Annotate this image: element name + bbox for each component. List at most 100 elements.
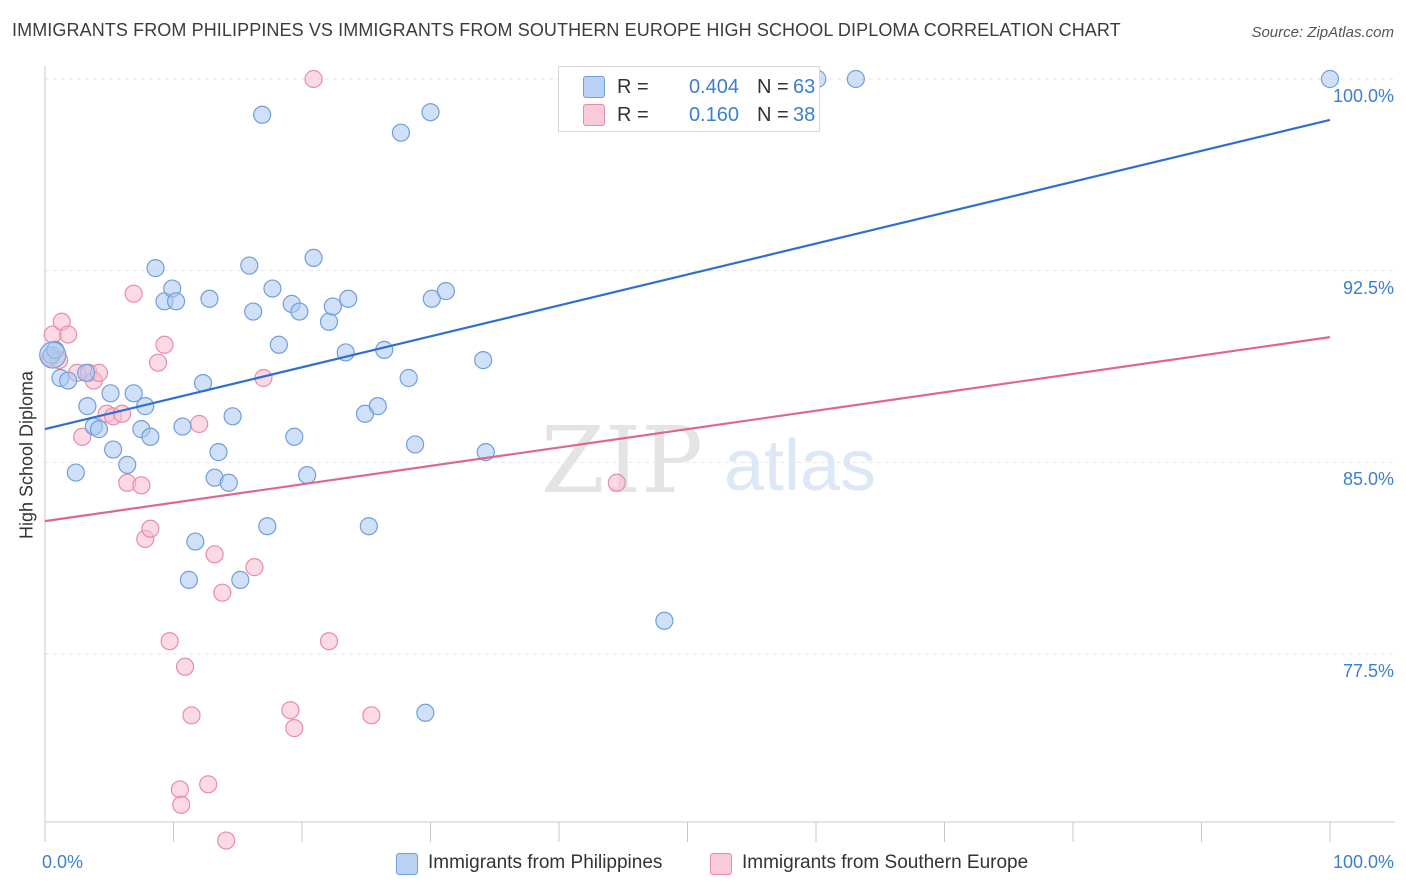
philippines-point <box>319 312 339 331</box>
philippines-point <box>304 248 323 267</box>
europe-point <box>73 427 92 446</box>
philippines-point <box>244 302 263 321</box>
chart-source: Source: ZipAtlas.com <box>1251 24 1394 41</box>
europe-swatch <box>710 853 732 875</box>
philippines-point <box>1320 69 1340 89</box>
europe-point <box>281 701 300 720</box>
philippines-point <box>231 570 250 589</box>
philippines-point <box>269 335 288 354</box>
philippines-point <box>104 440 123 459</box>
europe-trend-line <box>44 336 1331 523</box>
philippines-point <box>179 570 199 589</box>
europe-point <box>112 404 132 423</box>
bottom-legend-philippines-label: Immigrants from Philippines <box>428 852 663 873</box>
y-tick-label: 85.0% <box>1342 469 1394 490</box>
europe-point <box>304 69 323 89</box>
y-tick-label: 77.5% <box>1342 661 1394 681</box>
trend-lines <box>44 118 1331 523</box>
philippines-point <box>173 417 192 436</box>
philippines-point <box>78 397 97 416</box>
europe-point <box>205 545 224 564</box>
europe-point <box>155 335 174 354</box>
philippines-point <box>323 297 342 316</box>
correlation-legend: R = 0.404 N = 63 R = 0.160 N = 38 <box>558 66 820 132</box>
y-tick-label: 100.0% <box>1332 86 1394 106</box>
philippines-point <box>200 289 219 308</box>
philippines-point <box>59 371 78 390</box>
europe-point <box>285 719 304 738</box>
y-axis-label: High School Diploma <box>16 370 37 540</box>
philippines-point <box>655 611 674 630</box>
europe-point <box>172 795 191 814</box>
philippines-point <box>146 259 165 278</box>
europe-point <box>124 284 143 303</box>
philippines-point <box>421 103 440 122</box>
philippines-point <box>39 341 67 369</box>
philippines-point <box>124 384 143 403</box>
philippines-point <box>474 351 493 370</box>
philippines-point <box>290 302 309 321</box>
legend-r-value-europe: 0.160 <box>688 103 739 126</box>
philippines-trend-line <box>44 118 1331 431</box>
legend-r-label: R = <box>617 103 649 126</box>
chart-title: IMMIGRANTS FROM PHILIPPINES VS IMMIGRANT… <box>12 20 1121 40</box>
europe-point <box>170 780 190 799</box>
legend-r-label: R = <box>617 75 649 98</box>
europe-point <box>319 632 339 651</box>
europe-swatch <box>583 104 605 126</box>
philippines-point <box>89 420 109 439</box>
philippines-point <box>66 463 85 482</box>
philippines-point <box>253 105 272 124</box>
philippines-point <box>240 256 259 275</box>
europe-point <box>199 775 218 794</box>
philippines-swatch <box>396 853 418 875</box>
axes <box>44 66 1395 842</box>
legend-n-value-europe: 38 <box>793 103 816 126</box>
y-tick-label: 92.5% <box>1342 277 1394 298</box>
philippines-point <box>77 363 96 382</box>
philippines-point <box>186 532 205 551</box>
europe-point <box>182 706 201 725</box>
europe-point <box>213 583 232 602</box>
philippines-point <box>298 466 317 485</box>
philippines-point <box>368 397 387 416</box>
philippines-point <box>436 282 456 301</box>
bottom-legend-europe-label: Immigrants from Southern Europe <box>742 852 1029 873</box>
europe-point <box>175 657 195 676</box>
philippines-point <box>258 517 277 536</box>
europe-point <box>607 473 626 492</box>
x-tick-max: 100.0% <box>1332 852 1394 872</box>
legend-n-label: N = <box>757 103 789 126</box>
philippines-point <box>141 427 160 446</box>
europe-point <box>217 831 236 850</box>
philippines-point <box>118 455 137 474</box>
europe-point <box>190 414 209 434</box>
legend-n-label: N = <box>757 75 789 98</box>
europe-point <box>160 632 179 651</box>
philippines-point <box>399 368 418 388</box>
europe-point <box>59 325 78 344</box>
europe-point <box>141 519 160 538</box>
philippines-point <box>846 69 865 89</box>
legend-r-value-philippines: 0.404 <box>688 75 739 98</box>
philippines-point <box>101 384 120 403</box>
philippines-point <box>285 427 304 446</box>
x-tick-min: 0.0% <box>42 852 84 872</box>
europe-point <box>132 476 151 495</box>
philippines-swatch <box>583 76 605 98</box>
europe-point <box>148 353 168 372</box>
watermark: ZIP atlas <box>541 407 876 514</box>
philippines-point <box>223 407 242 426</box>
philippines-point <box>219 473 238 492</box>
philippines-point <box>391 123 411 142</box>
philippines-point <box>166 292 186 311</box>
watermark-atlas: atlas <box>724 426 876 506</box>
legend-n-value-philippines: 63 <box>793 75 816 98</box>
philippines-point <box>263 279 282 298</box>
philippines-point <box>209 443 228 462</box>
philippines-point <box>405 435 425 454</box>
philippines-point <box>422 289 441 308</box>
philippines-point <box>416 703 435 722</box>
philippines-point <box>339 289 358 308</box>
